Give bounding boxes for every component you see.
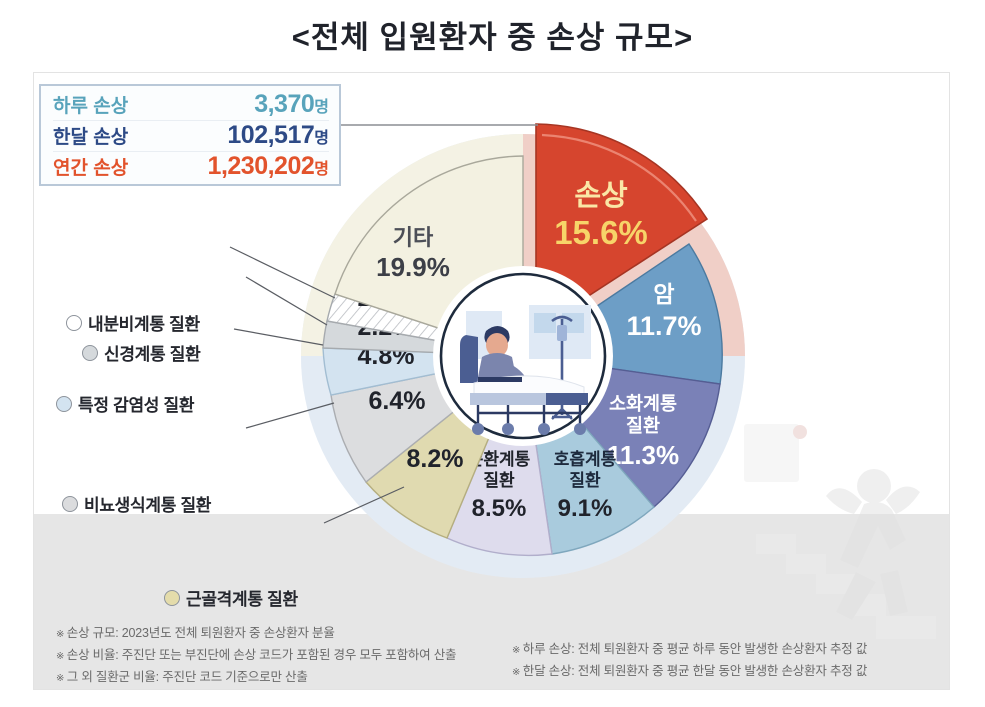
bullet-urogenital-icon	[62, 495, 78, 512]
sidelabel-musculoskeletal[interactable]: 근골격계통 질환	[164, 585, 298, 610]
slice-respiratory-name-1: 호흡계통	[554, 449, 617, 469]
slice-injury-value: 15.6%	[554, 214, 648, 251]
stats-summary-box: 하루 손상 3,370명 한달 손상 102,517명 연간 손상 1,230,…	[39, 84, 341, 186]
leader-lines	[229, 246, 405, 524]
sidelabel-infectious[interactable]: 특정 감염성 질환	[56, 391, 195, 416]
slice-cancer-name: 암	[653, 281, 674, 307]
stat-row-monthly: 한달 손상 102,517명	[53, 121, 329, 152]
arrow-to-injury-slice	[313, 118, 538, 132]
page-title: <전체 입원환자 중 손상 규모>	[291, 20, 694, 55]
sidelabel-endocrine[interactable]: 내분비계통 질환	[66, 310, 200, 335]
leader-line-infectious	[233, 328, 324, 346]
slice-circulatory-value: 8.5%	[472, 495, 527, 522]
slice-circulatory-name-2: 질환	[483, 470, 515, 490]
slice-urogenital-value: 6.4%	[369, 387, 426, 415]
slice-respiratory-name-2: 질환	[569, 470, 601, 490]
stat-value-wrap-daily: 3,370명	[157, 90, 329, 119]
pie-chart: 손상 15.6% 암 11.7% 소화계통 질환 11.3%	[229, 118, 745, 578]
stat-label-monthly: 한달 손상	[53, 127, 129, 148]
footnote-right-2: 한달 손상: 전체 퇴원환자 중 평균 한달 동안 발생한 손상환자 추정 값	[512, 661, 868, 683]
stat-row-daily: 하루 손상 3,370명	[53, 90, 329, 121]
footnote-left-3: 그 외 질환군 비율: 주진단 코드 기준으로만 산출	[56, 667, 456, 689]
sidelabel-nervous-text: 신경계통 질환	[104, 345, 201, 364]
stat-value-daily: 3,370	[254, 90, 315, 118]
bullet-infectious-icon	[56, 395, 72, 412]
slice-injury[interactable]: 손상 15.6%	[535, 123, 709, 332]
leader-line-nervous	[245, 276, 328, 326]
center-illustration-circle	[433, 266, 613, 446]
slice-digestive-name-2: 질환	[626, 415, 660, 436]
bullet-musculoskeletal-icon	[164, 589, 180, 606]
sidelabel-musculoskeletal-text: 근골격계통 질환	[186, 590, 298, 609]
stat-value-monthly: 102,517	[227, 121, 315, 149]
leader-line-musculo	[323, 486, 405, 524]
slice-circulatory-name-1: 순환계통	[468, 450, 531, 469]
slice-digestive-value: 11.3%	[607, 440, 679, 470]
footnote-left-2: 손상 비율: 주진단 또는 부진단에 손상 코드가 포함된 경우 모두 포함하여…	[56, 645, 457, 667]
stat-unit-daily: 명	[314, 99, 329, 116]
leader-line-endocrine	[229, 246, 336, 299]
footnotes-left: 손상 규모: 2023년도 전체 퇴원환자 중 손상환자 분율 손상 비율: 주…	[56, 623, 457, 689]
stat-label-annual: 연간 손상	[53, 158, 129, 179]
footnote-left-1: 손상 규모: 2023년도 전체 퇴원환자 중 손상환자 분율	[56, 623, 456, 645]
stat-unit-annual: 명	[314, 161, 329, 178]
slice-etc-value: 19.9%	[376, 252, 450, 282]
sidelabel-urogenital[interactable]: 비뇨생식계통 질환	[62, 491, 211, 516]
slice-cancer-value: 11.7%	[626, 311, 701, 341]
stat-value-wrap-annual: 1,230,202명	[157, 152, 329, 181]
sidelabel-endocrine-text: 내분비계통 질환	[88, 315, 200, 334]
stat-unit-monthly: 명	[314, 130, 329, 147]
stat-value-wrap-monthly: 102,517명	[157, 121, 329, 150]
slice-injury-name: 손상	[574, 179, 628, 212]
stat-label-daily: 하루 손상	[53, 96, 129, 117]
sidelabel-nervous[interactable]: 신경계통 질환	[82, 340, 201, 365]
slice-musculoskeletal-value: 8.2%	[407, 445, 464, 473]
sidelabel-urogenital-text: 비뇨생식계통 질환	[84, 496, 212, 515]
bullet-endocrine-icon	[66, 314, 82, 331]
slice-digestive-name-1: 소화계통	[609, 393, 677, 414]
stat-value-annual: 1,230,202	[207, 152, 315, 180]
leader-line-urogenital	[245, 402, 335, 429]
sidelabel-infectious-text: 특정 감염성 질환	[78, 396, 195, 415]
hospital-bed-patient-illustration	[460, 305, 591, 435]
slice-respiratory-value: 9.1%	[558, 495, 613, 522]
stat-row-annual: 연간 손상 1,230,202명	[53, 152, 329, 183]
footnote-right-1: 하루 손상: 전체 퇴원환자 중 평균 하루 동안 발생한 손상환자 추정 값	[512, 639, 868, 661]
slice-etc-name: 기타	[393, 225, 434, 250]
chart-card: 하루 손상 3,370명 한달 손상 102,517명 연간 손상 1,230,…	[33, 72, 950, 690]
bullet-nervous-icon	[82, 344, 98, 361]
footnotes-right: 하루 손상: 전체 퇴원환자 중 평균 하루 동안 발생한 손상환자 추정 값 …	[512, 639, 868, 683]
